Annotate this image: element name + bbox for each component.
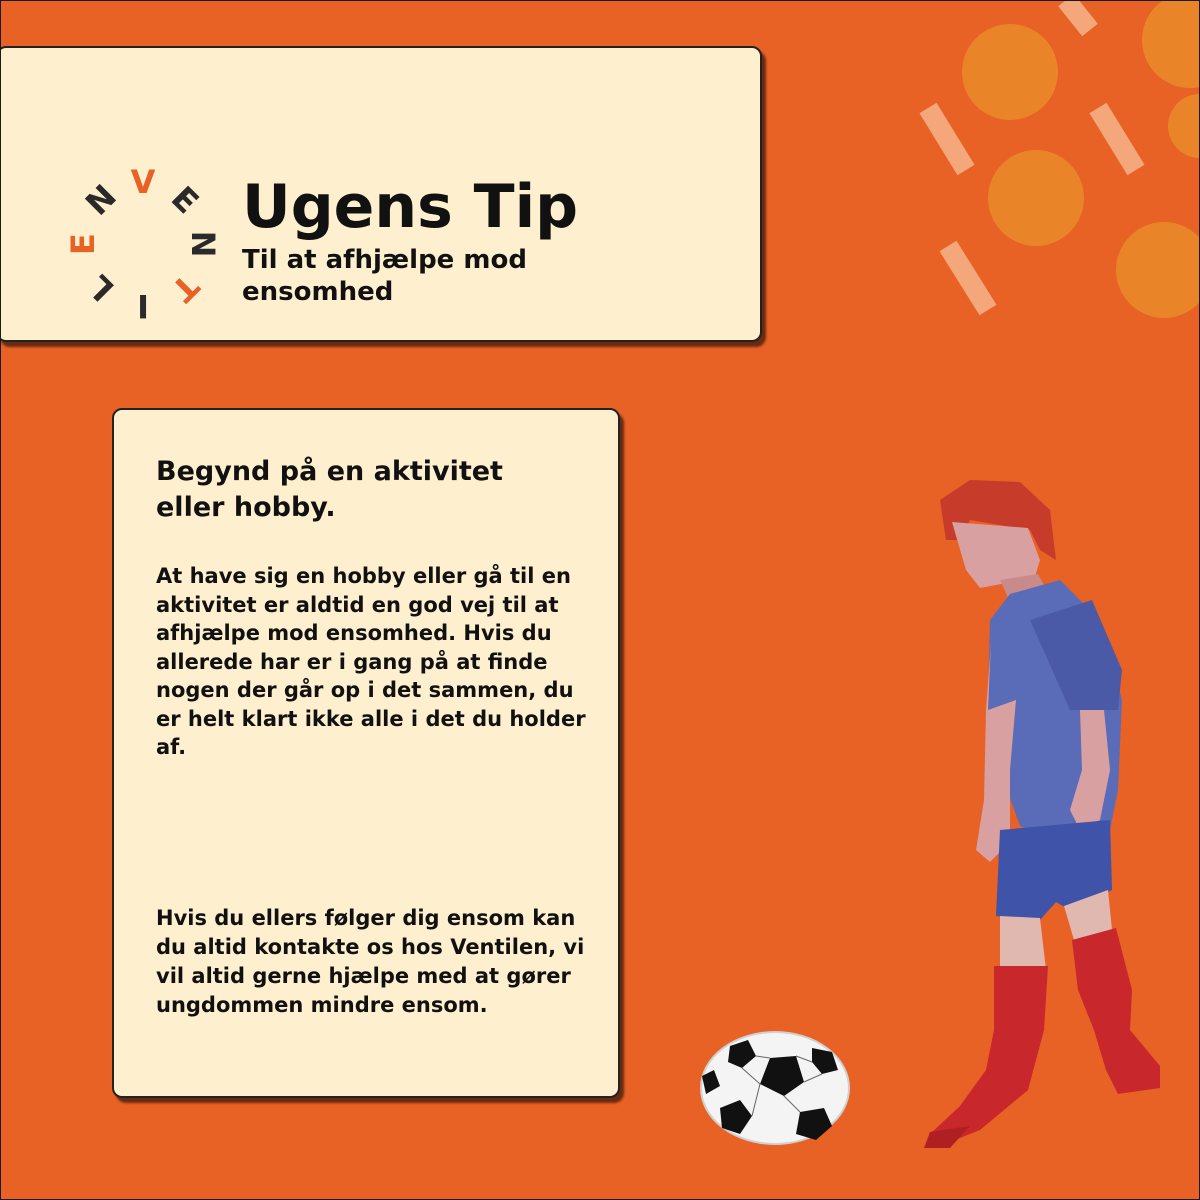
logo-letter-n2: N: [78, 177, 124, 223]
logo-letter-t: T: [163, 266, 207, 310]
logo-letter-e1: E: [163, 178, 207, 222]
soccer-ball-icon: [700, 1031, 850, 1145]
tip-paragraph-2: Hvis du ellers følger dig ensom kan du a…: [156, 906, 585, 1017]
logo-letter-v: V: [130, 163, 156, 201]
tip-heading: Begynd på en aktivitet eller hobby.: [156, 456, 503, 523]
ventilen-logo: V E N T I L E N: [58, 160, 228, 330]
tip-paragraph-1: At have sig en hobby eller gå til en akt…: [156, 564, 586, 759]
soccer-player-illustration: [924, 480, 1160, 1148]
logo-letter-n1: N: [184, 230, 222, 258]
logo-letter-e2: E: [64, 233, 102, 255]
tip-card: Begynd på en aktivitet eller hobby. At h…: [112, 408, 620, 1098]
logo-letter-i: I: [137, 287, 149, 325]
page-title: Ugens Tip: [242, 172, 579, 242]
header-card: V E N T I L E N Ugens Tip Til at afhjælp…: [0, 46, 762, 342]
page-subtitle: Til at afhjælpe mod ensomhed: [242, 245, 527, 307]
logo-letter-l: L: [80, 267, 122, 309]
